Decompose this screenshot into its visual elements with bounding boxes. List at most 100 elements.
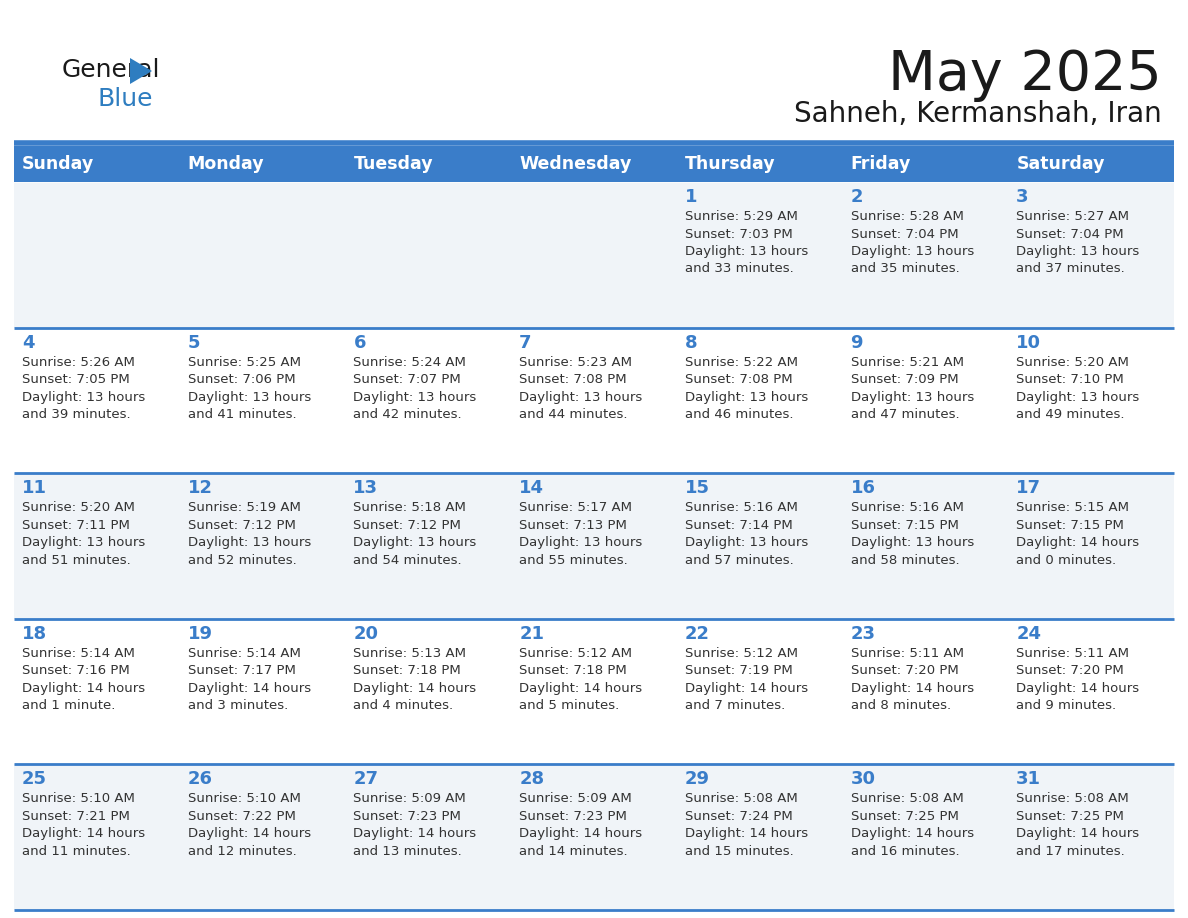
Text: 12: 12 bbox=[188, 479, 213, 498]
Text: Sunset: 7:20 PM: Sunset: 7:20 PM bbox=[851, 665, 959, 677]
Text: 7: 7 bbox=[519, 333, 532, 352]
Text: and 54 minutes.: and 54 minutes. bbox=[353, 554, 462, 566]
Text: Daylight: 14 hours: Daylight: 14 hours bbox=[353, 682, 476, 695]
Text: Sunrise: 5:24 AM: Sunrise: 5:24 AM bbox=[353, 355, 467, 369]
Text: 4: 4 bbox=[23, 333, 34, 352]
Text: Daylight: 13 hours: Daylight: 13 hours bbox=[851, 245, 974, 258]
Text: Sunset: 7:07 PM: Sunset: 7:07 PM bbox=[353, 373, 461, 386]
Text: and 51 minutes.: and 51 minutes. bbox=[23, 554, 131, 566]
Text: Sunrise: 5:09 AM: Sunrise: 5:09 AM bbox=[353, 792, 466, 805]
Text: Sunset: 7:09 PM: Sunset: 7:09 PM bbox=[851, 373, 959, 386]
Text: and 41 minutes.: and 41 minutes. bbox=[188, 409, 296, 421]
Text: Daylight: 14 hours: Daylight: 14 hours bbox=[1016, 682, 1139, 695]
Text: 6: 6 bbox=[353, 333, 366, 352]
Text: Saturday: Saturday bbox=[1016, 155, 1105, 173]
Text: and 52 minutes.: and 52 minutes. bbox=[188, 554, 297, 566]
Bar bbox=[179, 146, 346, 182]
Text: Daylight: 14 hours: Daylight: 14 hours bbox=[1016, 827, 1139, 840]
Text: Sunset: 7:25 PM: Sunset: 7:25 PM bbox=[1016, 810, 1124, 823]
Text: Daylight: 14 hours: Daylight: 14 hours bbox=[23, 827, 145, 840]
Text: Sunrise: 5:14 AM: Sunrise: 5:14 AM bbox=[23, 647, 135, 660]
Text: and 17 minutes.: and 17 minutes. bbox=[1016, 845, 1125, 858]
Text: 23: 23 bbox=[851, 625, 876, 643]
Text: Daylight: 13 hours: Daylight: 13 hours bbox=[188, 536, 311, 549]
Text: Daylight: 14 hours: Daylight: 14 hours bbox=[684, 827, 808, 840]
Text: Sunset: 7:20 PM: Sunset: 7:20 PM bbox=[1016, 665, 1124, 677]
Text: 19: 19 bbox=[188, 625, 213, 643]
Text: Sunrise: 5:25 AM: Sunrise: 5:25 AM bbox=[188, 355, 301, 369]
Text: 30: 30 bbox=[851, 770, 876, 789]
Text: and 57 minutes.: and 57 minutes. bbox=[684, 554, 794, 566]
Text: Sunset: 7:18 PM: Sunset: 7:18 PM bbox=[519, 665, 627, 677]
Text: Sunset: 7:23 PM: Sunset: 7:23 PM bbox=[353, 810, 461, 823]
Text: and 7 minutes.: and 7 minutes. bbox=[684, 700, 785, 712]
Text: and 3 minutes.: and 3 minutes. bbox=[188, 700, 287, 712]
Text: May 2025: May 2025 bbox=[889, 48, 1162, 102]
Text: 1: 1 bbox=[684, 188, 697, 206]
Text: and 14 minutes.: and 14 minutes. bbox=[519, 845, 627, 858]
Text: and 39 minutes.: and 39 minutes. bbox=[23, 409, 131, 421]
Text: Sunset: 7:15 PM: Sunset: 7:15 PM bbox=[1016, 519, 1124, 532]
Text: and 55 minutes.: and 55 minutes. bbox=[519, 554, 628, 566]
Text: Sunrise: 5:23 AM: Sunrise: 5:23 AM bbox=[519, 355, 632, 369]
Bar bbox=[511, 146, 677, 182]
Text: Daylight: 14 hours: Daylight: 14 hours bbox=[519, 827, 643, 840]
Text: and 4 minutes.: and 4 minutes. bbox=[353, 700, 454, 712]
Bar bbox=[14, 328, 1174, 473]
Text: Sunset: 7:14 PM: Sunset: 7:14 PM bbox=[684, 519, 792, 532]
Text: and 49 minutes.: and 49 minutes. bbox=[1016, 409, 1125, 421]
Text: Daylight: 13 hours: Daylight: 13 hours bbox=[851, 536, 974, 549]
Text: Daylight: 13 hours: Daylight: 13 hours bbox=[519, 536, 643, 549]
Text: Sunrise: 5:10 AM: Sunrise: 5:10 AM bbox=[188, 792, 301, 805]
Text: Sunday: Sunday bbox=[23, 155, 94, 173]
Text: Sunrise: 5:26 AM: Sunrise: 5:26 AM bbox=[23, 355, 135, 369]
Text: Sunset: 7:25 PM: Sunset: 7:25 PM bbox=[851, 810, 959, 823]
Text: Sunrise: 5:29 AM: Sunrise: 5:29 AM bbox=[684, 210, 797, 223]
Text: 9: 9 bbox=[851, 333, 862, 352]
Text: Daylight: 13 hours: Daylight: 13 hours bbox=[23, 536, 145, 549]
Bar bbox=[14, 619, 1174, 765]
Polygon shape bbox=[129, 58, 152, 84]
Text: Daylight: 14 hours: Daylight: 14 hours bbox=[519, 682, 643, 695]
Text: Sunrise: 5:13 AM: Sunrise: 5:13 AM bbox=[353, 647, 467, 660]
Text: Sunset: 7:04 PM: Sunset: 7:04 PM bbox=[1016, 228, 1124, 241]
Text: Sunset: 7:19 PM: Sunset: 7:19 PM bbox=[684, 665, 792, 677]
Text: and 44 minutes.: and 44 minutes. bbox=[519, 409, 627, 421]
Text: and 5 minutes.: and 5 minutes. bbox=[519, 700, 619, 712]
Bar bbox=[842, 146, 1009, 182]
Text: Friday: Friday bbox=[851, 155, 911, 173]
Text: Daylight: 14 hours: Daylight: 14 hours bbox=[851, 682, 974, 695]
Text: Sunrise: 5:10 AM: Sunrise: 5:10 AM bbox=[23, 792, 135, 805]
Text: Daylight: 14 hours: Daylight: 14 hours bbox=[1016, 536, 1139, 549]
Text: Sunrise: 5:20 AM: Sunrise: 5:20 AM bbox=[1016, 355, 1129, 369]
Text: and 12 minutes.: and 12 minutes. bbox=[188, 845, 297, 858]
Text: 17: 17 bbox=[1016, 479, 1042, 498]
Text: 13: 13 bbox=[353, 479, 379, 498]
Text: Daylight: 13 hours: Daylight: 13 hours bbox=[684, 390, 808, 404]
Text: Sunset: 7:06 PM: Sunset: 7:06 PM bbox=[188, 373, 296, 386]
Text: 2: 2 bbox=[851, 188, 862, 206]
Text: Sunset: 7:10 PM: Sunset: 7:10 PM bbox=[1016, 373, 1124, 386]
Text: 28: 28 bbox=[519, 770, 544, 789]
Text: 29: 29 bbox=[684, 770, 710, 789]
Text: and 8 minutes.: and 8 minutes. bbox=[851, 700, 950, 712]
Text: Sunset: 7:11 PM: Sunset: 7:11 PM bbox=[23, 519, 129, 532]
Text: Sunrise: 5:08 AM: Sunrise: 5:08 AM bbox=[1016, 792, 1129, 805]
Text: 8: 8 bbox=[684, 333, 697, 352]
Text: Sunrise: 5:11 AM: Sunrise: 5:11 AM bbox=[851, 647, 963, 660]
Text: Sunset: 7:08 PM: Sunset: 7:08 PM bbox=[519, 373, 627, 386]
Text: 24: 24 bbox=[1016, 625, 1042, 643]
Text: Sunset: 7:12 PM: Sunset: 7:12 PM bbox=[353, 519, 461, 532]
Text: Daylight: 13 hours: Daylight: 13 hours bbox=[23, 390, 145, 404]
Text: Monday: Monday bbox=[188, 155, 265, 173]
Text: and 0 minutes.: and 0 minutes. bbox=[1016, 554, 1117, 566]
Text: General: General bbox=[62, 58, 160, 82]
Text: 20: 20 bbox=[353, 625, 379, 643]
Text: 15: 15 bbox=[684, 479, 710, 498]
Text: 3: 3 bbox=[1016, 188, 1029, 206]
Text: and 47 minutes.: and 47 minutes. bbox=[851, 409, 959, 421]
Text: Daylight: 13 hours: Daylight: 13 hours bbox=[1016, 390, 1139, 404]
Text: Daylight: 14 hours: Daylight: 14 hours bbox=[188, 682, 311, 695]
Text: Sunrise: 5:17 AM: Sunrise: 5:17 AM bbox=[519, 501, 632, 514]
Text: and 13 minutes.: and 13 minutes. bbox=[353, 845, 462, 858]
